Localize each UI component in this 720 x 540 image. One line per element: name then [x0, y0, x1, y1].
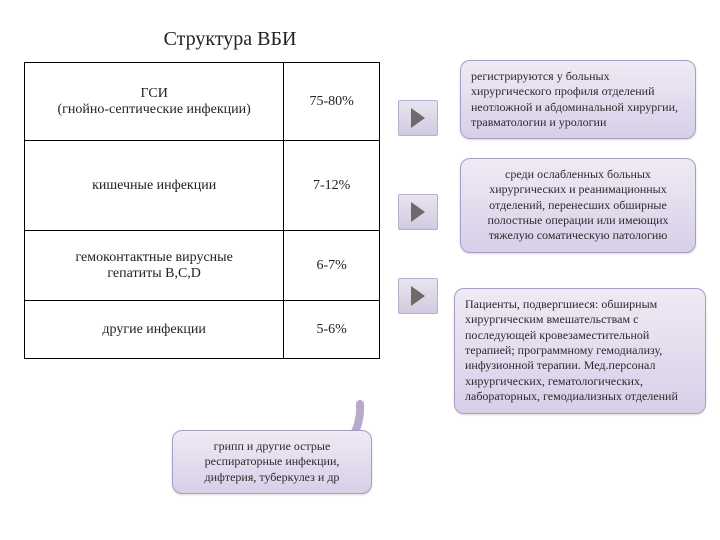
callout-other: грипп и другие острые респираторные инфе… [172, 430, 372, 494]
cell-pct: 7-12% [284, 141, 380, 231]
cell-name: другие инфекции [25, 301, 284, 359]
arrow-icon [398, 100, 438, 136]
cell-pct: 5-6% [284, 301, 380, 359]
page-title: Структура ВБИ [0, 28, 460, 51]
cell-pct: 6-7% [284, 231, 380, 301]
table-row: кишечные инфекции 7-12% [25, 141, 380, 231]
structure-table: ГСИ(гнойно-септические инфекции) 75-80% … [24, 62, 380, 359]
arrow-icon [398, 278, 438, 314]
table-row: ГСИ(гнойно-септические инфекции) 75-80% [25, 63, 380, 141]
arrow-icon [398, 194, 438, 230]
cell-pct: 75-80% [284, 63, 380, 141]
callout-intestinal: среди ослабленных больных хирургических … [460, 158, 696, 253]
cell-name: гемоконтактные вирусныегепатиты B,C,D [25, 231, 284, 301]
callout-gsi: регистрируются у больных хирургического … [460, 60, 696, 139]
table-row: другие инфекции 5-6% [25, 301, 380, 359]
cell-name: ГСИ(гнойно-септические инфекции) [25, 63, 284, 141]
cell-name: кишечные инфекции [25, 141, 284, 231]
callout-hepatitis: Пациенты, подвергшиеся: обширным хирурги… [454, 288, 706, 414]
table-row: гемоконтактные вирусныегепатиты B,C,D 6-… [25, 231, 380, 301]
